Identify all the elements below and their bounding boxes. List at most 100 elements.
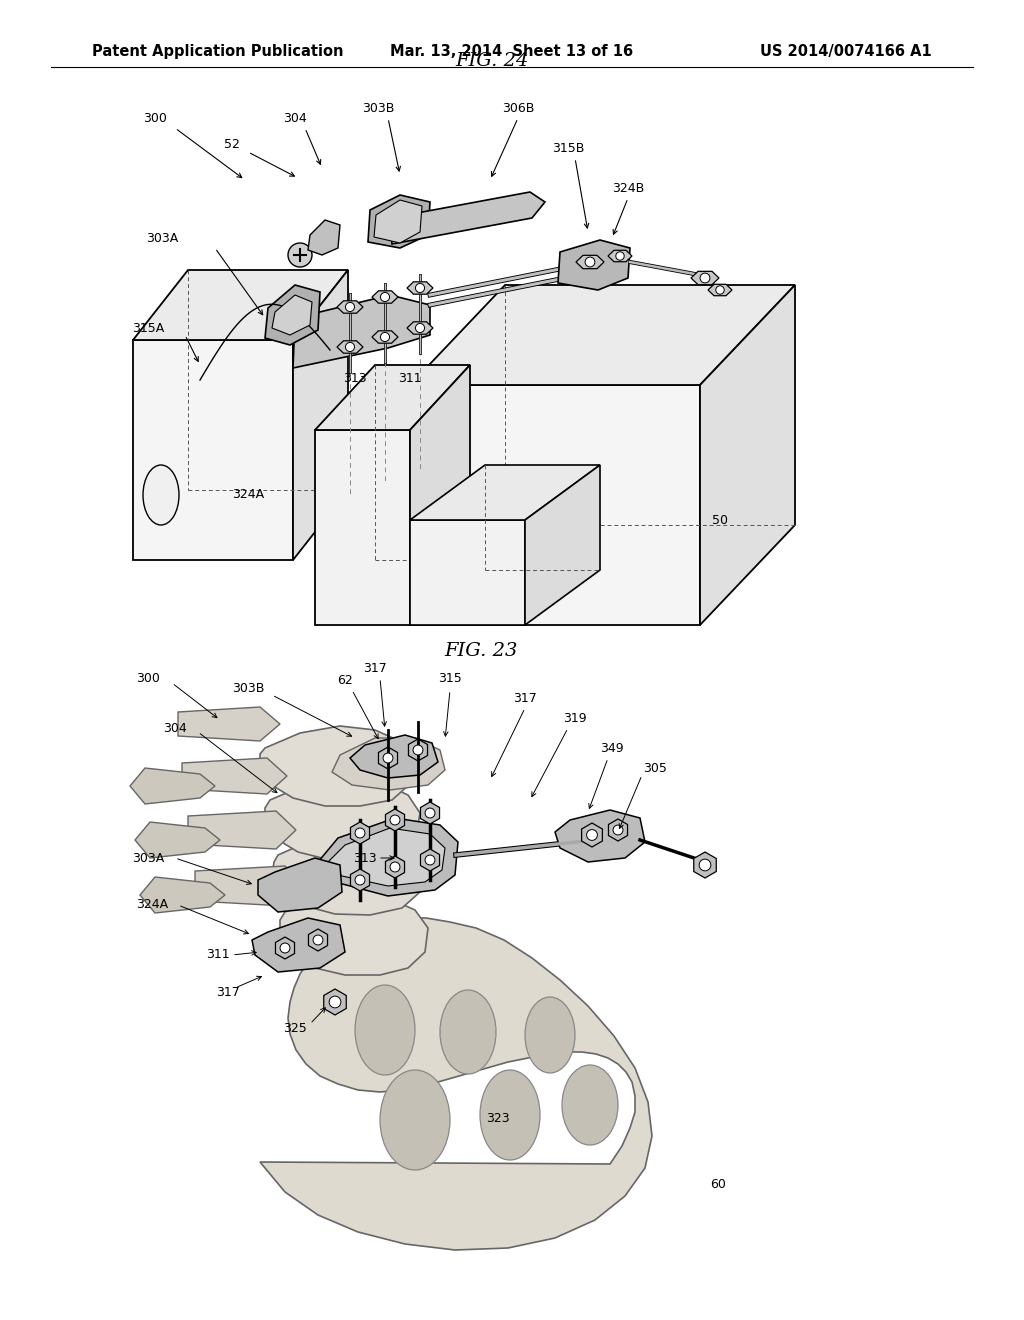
Circle shape xyxy=(413,744,423,755)
Polygon shape xyxy=(608,251,632,261)
Polygon shape xyxy=(407,322,433,334)
Polygon shape xyxy=(525,465,600,624)
Polygon shape xyxy=(332,738,445,789)
Text: FIG. 24: FIG. 24 xyxy=(455,51,528,70)
Polygon shape xyxy=(315,366,470,430)
Text: 304: 304 xyxy=(163,722,186,734)
Polygon shape xyxy=(582,822,602,847)
Text: 311: 311 xyxy=(398,371,422,384)
Circle shape xyxy=(345,302,354,312)
Polygon shape xyxy=(195,866,305,906)
Text: 317: 317 xyxy=(513,692,537,705)
Ellipse shape xyxy=(525,997,575,1073)
Text: 323: 323 xyxy=(486,1111,510,1125)
Circle shape xyxy=(381,293,389,301)
Polygon shape xyxy=(410,366,470,624)
Circle shape xyxy=(355,875,365,884)
Polygon shape xyxy=(133,271,348,341)
Polygon shape xyxy=(407,281,433,294)
Polygon shape xyxy=(350,869,370,891)
Text: 324A: 324A xyxy=(136,899,168,912)
Polygon shape xyxy=(293,271,348,560)
Polygon shape xyxy=(410,385,700,624)
Text: 311: 311 xyxy=(206,949,229,961)
Polygon shape xyxy=(368,195,430,248)
Polygon shape xyxy=(410,520,525,624)
Polygon shape xyxy=(708,284,732,296)
Text: 313: 313 xyxy=(353,851,377,865)
Polygon shape xyxy=(258,858,342,912)
Text: 317: 317 xyxy=(216,986,240,998)
Circle shape xyxy=(383,752,393,763)
Ellipse shape xyxy=(143,465,179,525)
Text: 325: 325 xyxy=(283,1022,307,1035)
Polygon shape xyxy=(260,917,652,1250)
Circle shape xyxy=(716,286,724,294)
Text: 300: 300 xyxy=(143,111,167,124)
Text: 303B: 303B xyxy=(231,681,264,694)
Circle shape xyxy=(700,273,710,282)
Polygon shape xyxy=(575,255,604,269)
Polygon shape xyxy=(178,708,280,741)
Circle shape xyxy=(329,997,341,1008)
Polygon shape xyxy=(700,285,795,624)
Polygon shape xyxy=(275,937,295,960)
Circle shape xyxy=(416,284,425,293)
Circle shape xyxy=(280,942,290,953)
Text: 52: 52 xyxy=(224,139,240,152)
Polygon shape xyxy=(328,828,445,886)
Polygon shape xyxy=(390,191,545,244)
Polygon shape xyxy=(608,818,628,841)
Circle shape xyxy=(615,252,625,260)
Text: 315: 315 xyxy=(438,672,462,685)
Circle shape xyxy=(288,243,312,267)
Polygon shape xyxy=(558,240,630,290)
Circle shape xyxy=(425,855,435,865)
Circle shape xyxy=(587,829,597,841)
Circle shape xyxy=(345,342,354,351)
Polygon shape xyxy=(280,895,428,975)
Polygon shape xyxy=(265,285,319,345)
Text: 50: 50 xyxy=(712,513,728,527)
Circle shape xyxy=(355,828,365,838)
Polygon shape xyxy=(135,822,220,858)
Text: 303A: 303A xyxy=(145,231,178,244)
Polygon shape xyxy=(385,809,404,832)
Polygon shape xyxy=(409,739,428,762)
Polygon shape xyxy=(379,747,397,770)
Polygon shape xyxy=(308,929,328,950)
Text: 305: 305 xyxy=(643,762,667,775)
Polygon shape xyxy=(410,285,795,385)
Polygon shape xyxy=(337,301,362,313)
Polygon shape xyxy=(385,855,404,878)
Text: Patent Application Publication: Patent Application Publication xyxy=(92,44,344,59)
Text: 319: 319 xyxy=(563,711,587,725)
Polygon shape xyxy=(272,294,312,335)
Polygon shape xyxy=(337,341,362,354)
Text: 315B: 315B xyxy=(552,141,584,154)
Polygon shape xyxy=(374,201,422,243)
Polygon shape xyxy=(130,768,215,804)
Polygon shape xyxy=(421,803,439,824)
Text: US 2014/0074166 A1: US 2014/0074166 A1 xyxy=(760,44,932,59)
Polygon shape xyxy=(252,917,345,972)
Polygon shape xyxy=(265,777,420,861)
Polygon shape xyxy=(272,836,424,915)
Polygon shape xyxy=(182,758,287,795)
Polygon shape xyxy=(350,735,438,777)
Text: 306B: 306B xyxy=(502,102,535,115)
Circle shape xyxy=(390,814,400,825)
Polygon shape xyxy=(140,876,225,913)
Text: 303B: 303B xyxy=(361,102,394,115)
Polygon shape xyxy=(260,726,415,807)
Polygon shape xyxy=(293,294,430,368)
Ellipse shape xyxy=(380,1071,450,1170)
Circle shape xyxy=(585,257,595,267)
Text: 304: 304 xyxy=(283,111,307,124)
Polygon shape xyxy=(318,818,458,896)
Polygon shape xyxy=(555,810,645,862)
Text: Mar. 13, 2014  Sheet 13 of 16: Mar. 13, 2014 Sheet 13 of 16 xyxy=(390,44,634,59)
Polygon shape xyxy=(372,290,398,304)
Polygon shape xyxy=(421,849,439,871)
Polygon shape xyxy=(372,331,398,343)
